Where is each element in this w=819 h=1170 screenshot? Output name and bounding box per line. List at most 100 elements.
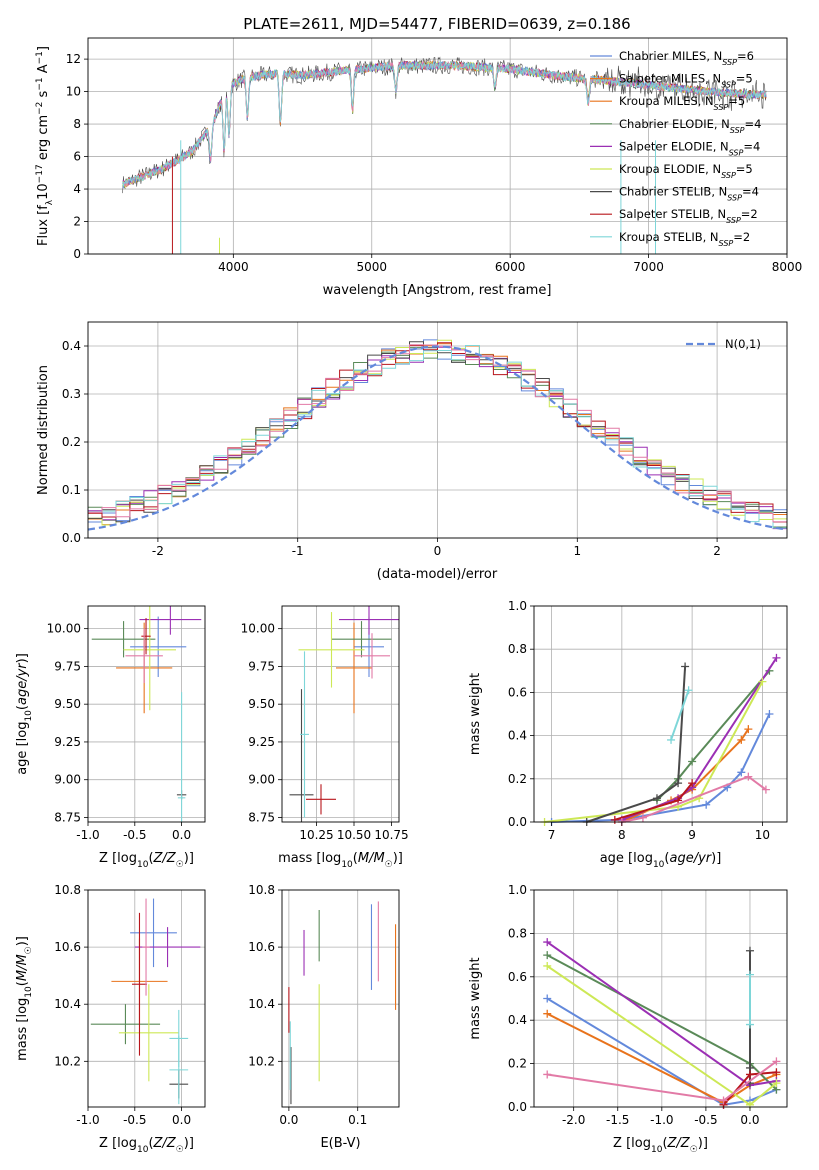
legend: N(0,1)	[686, 337, 761, 351]
label-part: mass weight	[468, 957, 483, 1039]
legend-text: =6	[737, 49, 754, 63]
y-tick-label: 0.4	[508, 1013, 527, 1027]
error-bar-point	[91, 621, 156, 658]
weight-marker	[772, 653, 781, 662]
y-tick-label: 2	[73, 215, 81, 229]
x-axis-label: Z [log10(Z/Z☉)]	[99, 1136, 194, 1155]
x-axis-label: E(B-V)	[320, 1136, 360, 1151]
y-tick-label: 0.1	[62, 483, 81, 497]
axes-border	[533, 605, 788, 823]
error-bar-point	[300, 651, 309, 818]
weight-line	[621, 775, 767, 823]
x-tick-label: -0.5	[694, 1113, 717, 1127]
error-bar-point	[339, 606, 399, 635]
label-part: )]	[15, 653, 30, 663]
axes-border	[281, 605, 400, 823]
weight-marker	[667, 735, 676, 744]
label-part: Normed distribution	[36, 365, 51, 495]
label-part: )]	[15, 936, 30, 946]
x-tick-label: -1.5	[606, 1113, 629, 1127]
x-tick-label: 7000	[633, 260, 664, 274]
label-part: A	[36, 64, 51, 77]
weight-marker	[543, 994, 552, 1003]
weight-marker	[737, 768, 746, 777]
axes-frame: 4000 5000 6000 7000 8000 0 2 4 6 8 10 12	[66, 37, 802, 274]
y-tick-label: 10.6	[248, 940, 275, 954]
y-axis-label: Flux [fλ10−17 erg cm−2 s−1 A−1]	[35, 46, 55, 246]
weight-marker	[684, 686, 693, 695]
error-bar-point	[130, 898, 177, 968]
label-part: M/M	[358, 851, 385, 866]
label-part: )]	[184, 851, 194, 866]
legend-sub: SSP	[730, 125, 745, 134]
z-age-axes: -1.0 -0.5 0.0 8.75 9.00 9.25 9.50 9.75 10.00 Z [l…	[15, 605, 206, 870]
y-tick-label: 10.8	[248, 883, 275, 897]
axes-frame: -1.0 -0.5 0.0 8.75 9.00 9.25 9.50 9.75 10.00	[47, 605, 206, 842]
x-axis-label: wavelength [Angstrom, rest frame]	[323, 283, 552, 298]
legend-label: Chabrier MILES, NSSP=6	[619, 49, 754, 67]
y-axis-label: Normed distribution	[36, 365, 51, 495]
error-bar-point	[289, 689, 314, 822]
x-axis-label: age [log10(age/yr)]	[600, 851, 722, 870]
axes-frame: -2.0 -1.5 -1.0 -0.5 0.0 0.0 0.2 0.4 0.6 0.8 1.0	[508, 883, 788, 1127]
label-part: −1	[35, 51, 45, 64]
label-part: Z/Z	[153, 851, 177, 866]
label-part: erg cm	[36, 115, 51, 164]
label-part: ]	[36, 46, 51, 51]
label-part: ☉	[385, 860, 393, 870]
y-tick-label: 8	[73, 117, 81, 131]
normal-curve	[87, 345, 788, 531]
label-part: (	[15, 705, 30, 710]
legend-sub: SSP	[721, 80, 736, 89]
label-part: 10	[137, 1145, 149, 1155]
weight-marker	[638, 813, 647, 822]
weight-line	[546, 1012, 777, 1104]
label-part: −1	[35, 77, 45, 90]
x-tick-label: -1.0	[76, 828, 99, 842]
legend-text: Salpeter STELIB, N	[619, 207, 726, 221]
legend-sub: SSP	[721, 171, 736, 180]
label-part: 10	[137, 860, 149, 870]
label-part: 10	[36, 183, 51, 200]
x-tick-label: 0.0	[172, 1113, 191, 1127]
x-tick-label: 6000	[495, 260, 526, 274]
x-axis-label: mass [log10(M/M☉)]	[278, 851, 403, 870]
label-part: −2	[35, 102, 45, 115]
y-tick-label: 0	[73, 247, 81, 261]
plot-area	[540, 653, 781, 826]
label-part: age [log	[600, 851, 653, 866]
legend-sub: SSP	[714, 103, 729, 112]
y-tick-label: 0.2	[508, 1057, 527, 1071]
label-part: E(B-V)	[320, 1136, 360, 1151]
x-axis-label: Z [log10(Z/Z☉)]	[613, 1136, 708, 1155]
y-tick-label: 0.6	[508, 970, 527, 984]
label-part: Z [log	[613, 1136, 651, 1151]
label-part: )]	[393, 851, 403, 866]
weight-marker	[745, 970, 754, 979]
plot-area	[543, 938, 781, 1109]
weight-marker	[758, 677, 767, 686]
label-part: 10	[651, 1145, 663, 1155]
legend-label: Salpeter STELIB, NSSP=2	[619, 207, 758, 225]
weight-marker	[681, 662, 690, 671]
label-part: (	[148, 1136, 153, 1151]
plot-area	[91, 606, 202, 822]
label-part: ☉	[24, 946, 34, 954]
chart-title: PLATE=2611, MJD=54477, FIBERID=0639, z=0…	[243, 15, 630, 33]
legend-label: Kroupa STELIB, NSSP=2	[619, 230, 750, 248]
y-tick-label: 0.3	[62, 387, 81, 401]
label-part: 10	[24, 986, 34, 998]
y-tick-label: 9.50	[248, 697, 275, 711]
label-part: )]	[698, 1136, 708, 1151]
weight-marker	[745, 946, 754, 955]
error-bar-point	[336, 622, 372, 714]
label-part: )]	[711, 851, 721, 866]
axes-frame: -1.0 -0.5 0.0 10.2 10.4 10.6 10.8	[54, 883, 206, 1127]
legend-text: =4	[742, 185, 759, 199]
legend-text: =5	[736, 162, 753, 176]
x-tick-label: 0.0	[740, 1113, 759, 1127]
plot-area	[122, 56, 767, 254]
y-tick-label: 10.4	[248, 997, 275, 1011]
label-part: ☉	[176, 1145, 184, 1155]
